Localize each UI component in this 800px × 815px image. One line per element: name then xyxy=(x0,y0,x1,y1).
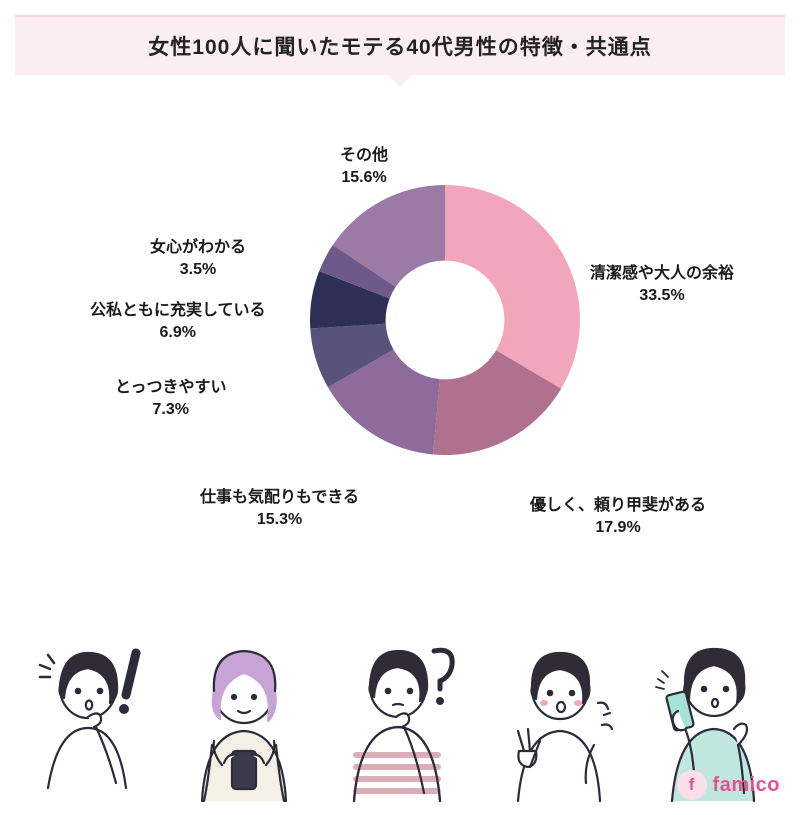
slice-label-percent: 6.9% xyxy=(160,324,196,341)
title-banner: 女性100人に聞いたモテる40代男性の特徴・共通点 xyxy=(15,15,785,75)
slice-label: 優しく、頼り甲斐がある 17.9% xyxy=(530,495,706,538)
illustration-question xyxy=(330,633,470,803)
slice-label: その他 15.6% xyxy=(340,145,388,188)
slice-label: 仕事も気配りもできる 15.3% xyxy=(200,487,359,530)
slice-label-text: とっつきやすい xyxy=(115,379,227,396)
brand-logo: f famico xyxy=(677,770,780,800)
slice-label-percent: 15.6% xyxy=(341,169,386,186)
slice-label-percent: 7.3% xyxy=(153,401,189,418)
slice-label-text: 公私ともに充実している xyxy=(90,302,266,319)
illustration-peace xyxy=(486,633,626,803)
slice-label-text: 清潔感や大人の余裕 xyxy=(590,265,734,282)
page-title: 女性100人に聞いたモテる40代男性の特徴・共通点 xyxy=(15,31,785,61)
logo-text: famico xyxy=(713,774,780,797)
donut-wrap xyxy=(310,185,580,455)
slice-label-text: 女心がわかる xyxy=(150,239,246,256)
illustration-phone-purple xyxy=(174,633,314,803)
slice-label: 清潔感や大人の余裕 33.5% xyxy=(590,263,734,306)
donut-chart: 清潔感や大人の余裕 33.5% 優しく、頼り甲斐がある 17.9% 仕事も気配りもできる… xyxy=(0,115,800,585)
slice-label-percent: 3.5% xyxy=(180,261,216,278)
slice-label-percent: 17.9% xyxy=(595,519,640,536)
donut-slice xyxy=(445,185,580,389)
slice-label-text: 仕事も気配りもできる xyxy=(200,489,359,506)
illustration-thinking xyxy=(18,633,158,803)
slice-label-percent: 15.3% xyxy=(257,511,302,528)
slice-label-percent: 33.5% xyxy=(639,287,684,304)
slice-label: 女心がわかる 3.5% xyxy=(150,237,246,280)
slice-label-text: その他 xyxy=(340,147,388,164)
slice-label: 公私ともに充実している 6.9% xyxy=(90,300,266,343)
logo-mark: f xyxy=(677,770,707,800)
slice-label: とっつきやすい 7.3% xyxy=(115,377,227,420)
slice-label-text: 優しく、頼り甲斐がある xyxy=(530,497,706,514)
